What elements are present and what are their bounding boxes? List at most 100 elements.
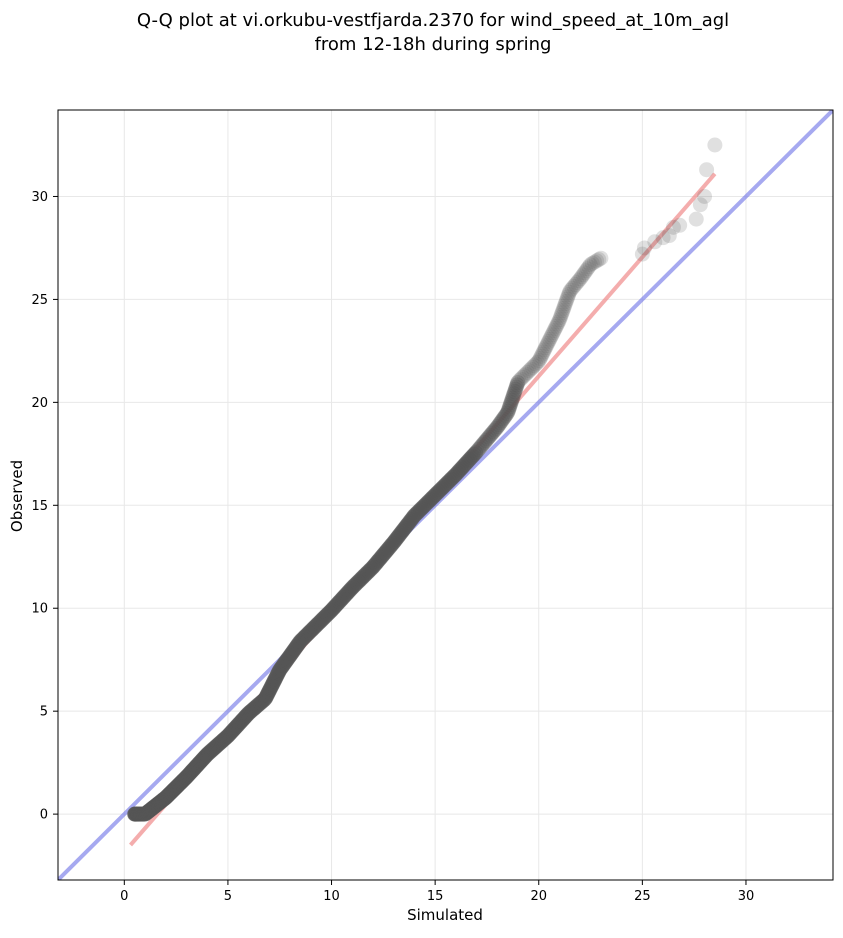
chart-title-line-2: from 12-18h during spring	[315, 34, 552, 55]
data-point	[519, 364, 535, 380]
data-point	[469, 443, 485, 459]
data-point	[530, 354, 546, 370]
data-point	[541, 333, 557, 349]
data-point	[536, 342, 552, 358]
data-point	[586, 254, 602, 270]
data-point	[566, 278, 582, 294]
data-point	[561, 284, 577, 300]
data-point	[502, 397, 518, 413]
data-point	[471, 441, 487, 457]
outlier-point-6	[672, 217, 688, 233]
data-point	[591, 252, 607, 268]
x-tick-label-5: 25	[634, 889, 651, 904]
data-point	[574, 269, 590, 285]
outlier-point-7	[688, 211, 704, 227]
grid-layer	[58, 110, 833, 880]
data-point	[491, 417, 507, 433]
axes-layer: 0 5 10 15 20 25 30 0 5 10 15 20 25 30	[31, 109, 834, 904]
data-point	[521, 363, 537, 379]
y-tick-label-1: 5	[40, 705, 48, 720]
x-tick-label-0: 0	[120, 889, 128, 904]
data-point	[571, 273, 587, 289]
data-point	[549, 316, 565, 332]
data-point	[476, 434, 492, 450]
y-tick-label-3: 15	[31, 499, 48, 514]
data-point	[531, 353, 547, 369]
outlier-point-10	[699, 162, 715, 178]
x-tick-label-3: 15	[427, 889, 444, 904]
data-point	[569, 275, 585, 291]
data-point	[542, 331, 558, 347]
outlier-point-1	[636, 240, 652, 256]
data-point	[505, 388, 521, 404]
outlier-point-9	[697, 188, 713, 204]
data-point	[513, 371, 529, 387]
data-point	[508, 379, 524, 395]
data-point	[516, 368, 532, 384]
data-point	[509, 377, 525, 393]
data-point	[501, 401, 517, 417]
x-tick-label-1: 5	[224, 889, 232, 904]
data-point	[478, 433, 494, 449]
data-point	[539, 338, 555, 354]
data-point	[468, 445, 484, 461]
data-point	[556, 298, 572, 314]
data-point	[550, 314, 566, 330]
data-point	[547, 320, 563, 336]
data-point	[567, 277, 583, 293]
data-point	[552, 312, 568, 328]
y-tick-label-0: 0	[40, 808, 48, 823]
data-point	[546, 323, 562, 339]
data-point	[559, 291, 575, 307]
data-point	[526, 358, 542, 374]
data-point	[511, 373, 527, 389]
data-point	[524, 359, 540, 375]
data-point	[537, 340, 553, 356]
data-point	[548, 318, 564, 334]
outlier-point-3	[655, 230, 671, 246]
data-point	[582, 257, 598, 273]
data-point	[528, 356, 544, 372]
data-point	[503, 395, 519, 411]
data-point	[558, 293, 574, 309]
data-point	[534, 346, 550, 362]
data-point	[579, 261, 595, 277]
data-point	[495, 411, 511, 427]
data-point	[490, 419, 506, 435]
data-point	[561, 287, 577, 303]
data-point	[505, 390, 521, 406]
data-point	[575, 267, 591, 283]
outlier-point-0	[634, 246, 650, 262]
x-tick-label-6: 30	[738, 889, 755, 904]
outlier-point-2	[647, 234, 663, 250]
data-point	[506, 386, 522, 402]
data-point	[543, 329, 559, 345]
data-point	[523, 361, 539, 377]
data-point	[494, 413, 510, 429]
data-point	[485, 424, 501, 440]
data-point	[472, 440, 488, 456]
data-point	[560, 289, 576, 305]
data-point	[474, 438, 490, 454]
data-point	[484, 426, 500, 442]
data-point	[540, 335, 556, 351]
points-layer	[127, 137, 723, 822]
data-point	[532, 350, 548, 366]
y-tick-label-4: 20	[31, 396, 48, 411]
data-point	[557, 296, 573, 312]
data-point	[499, 405, 515, 421]
data-point	[589, 253, 605, 269]
data-point	[544, 327, 560, 343]
data-point	[563, 282, 579, 298]
y-tick-label-6: 30	[31, 190, 48, 205]
data-point	[553, 307, 569, 323]
chart-title-line-1: Q-Q plot at vi.orkubu-vestfjarda.2370 fo…	[137, 10, 729, 31]
data-point	[554, 305, 570, 321]
data-point	[498, 407, 514, 423]
data-point	[504, 392, 520, 408]
data-point	[581, 259, 597, 275]
outlier-point-5	[665, 219, 681, 235]
data-point	[572, 271, 588, 287]
data-point	[475, 436, 491, 452]
